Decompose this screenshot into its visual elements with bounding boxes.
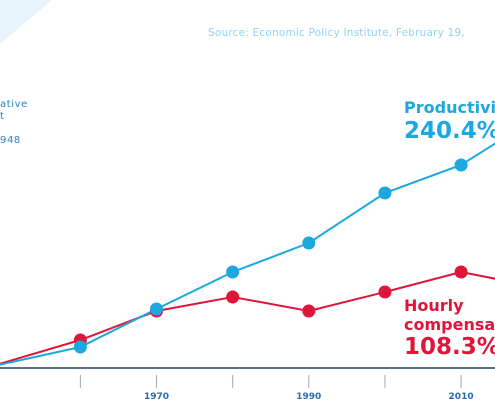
- compensation-point: [454, 265, 468, 279]
- y-axis-label-line: t: [0, 111, 5, 122]
- source-note: Source: Economic Policy Institute, Febru…: [208, 27, 465, 39]
- compensation-series-name-line: compensat: [404, 315, 495, 334]
- y-axis-label-line: ative: [0, 99, 28, 110]
- compensation-point: [378, 285, 392, 299]
- compensation-line: [0, 270, 495, 365]
- productivity-point: [150, 302, 164, 316]
- y-axis-label-line: 948: [0, 135, 21, 146]
- x-tick-label: 1970: [144, 392, 169, 400]
- productivity-point: [226, 265, 240, 279]
- compensation-point: [226, 290, 240, 304]
- compensation-value-label: 108.3%: [404, 334, 495, 360]
- productivity-point: [302, 236, 316, 250]
- productivity-point: [454, 158, 468, 172]
- x-tick-label: 1990: [296, 392, 321, 400]
- productivity-series-name: Productivit: [404, 98, 495, 117]
- x-tick-label: 2010: [449, 392, 474, 400]
- productivity-point: [378, 186, 392, 200]
- corner-decoration: [0, 0, 52, 44]
- compensation-series-name-line: Hourly: [404, 296, 464, 315]
- compensation-point: [302, 304, 316, 318]
- productivity-value-label: 240.4%: [404, 118, 495, 144]
- productivity-point: [73, 340, 87, 354]
- productivity-line: [0, 142, 495, 366]
